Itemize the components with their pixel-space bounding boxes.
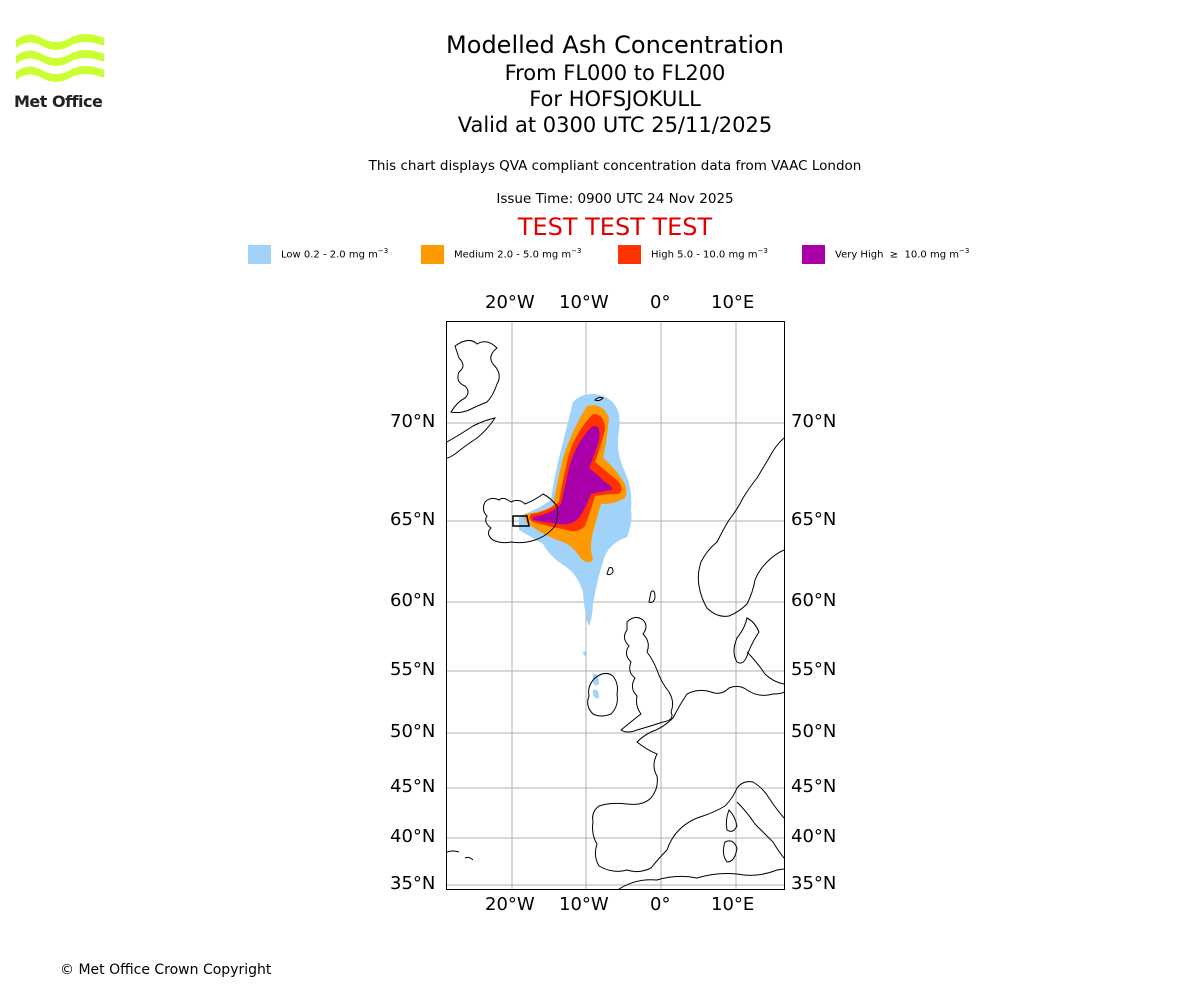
sardinia-coast [722, 840, 738, 863]
map-panel [446, 321, 785, 890]
lat-tick-right-55n: 55°N [791, 659, 837, 680]
lat-tick-left-65n: 65°N [390, 509, 436, 530]
greenland-coast [450, 340, 500, 414]
lon-tick-top-10e: 10°E [711, 292, 755, 313]
chart-title-block: Modelled Ash Concentration From FL000 to… [0, 30, 1200, 138]
shetland-coast [648, 590, 656, 603]
lon-tick-top-10w: 10°W [559, 292, 609, 313]
lat-tick-right-40n: 40°N [791, 826, 837, 847]
france-iberia-coast [592, 693, 726, 873]
legend-item-medium: Medium 2.0 - 5.0 mg m−3 [421, 244, 581, 264]
legend-item-low: Low 0.2 - 2.0 mg m−3 [248, 244, 388, 264]
ireland-coast [587, 672, 618, 717]
map-svg [447, 322, 784, 889]
legend-swatch-very-high [802, 244, 825, 264]
flight-level-range: From FL000 to FL200 [504, 61, 726, 85]
hofsjokull-source-box [512, 515, 530, 527]
volcano-name: For HOFSJOKULL [529, 87, 701, 111]
lat-tick-left-60n: 60°N [390, 590, 436, 611]
lat-tick-left-50n: 50°N [390, 721, 436, 742]
legend-swatch-low [248, 244, 271, 264]
great-britain-coast [620, 616, 674, 733]
north-sea-coast [686, 685, 784, 696]
legend-label-high: High 5.0 - 10.0 mg m−3 [651, 247, 768, 261]
lon-tick-top-20w: 20°W [485, 292, 535, 313]
met-office-logo: Met Office [14, 30, 106, 112]
legend-item-high: High 5.0 - 10.0 mg m−3 [618, 244, 768, 264]
lat-tick-right-60n: 60°N [791, 590, 837, 611]
north-africa-coast [618, 868, 784, 889]
lat-tick-right-35n: 35°N [791, 873, 837, 894]
greenland-east-coast [447, 417, 497, 459]
legend-label-medium: Medium 2.0 - 5.0 mg m−3 [454, 247, 582, 261]
faroe-coast [606, 567, 614, 576]
lat-tick-right-70n: 70°N [791, 411, 837, 432]
lat-tick-right-45n: 45°N [791, 776, 837, 797]
met-office-waves-icon [16, 34, 104, 82]
logo-wordmark: Met Office [14, 92, 103, 111]
legend-item-very-high: Very High ≥ 10.0 mg m−3 [802, 244, 969, 264]
lon-tick-bottom-10w: 10°W [559, 894, 609, 915]
lon-tick-bottom-20w: 20°W [485, 894, 535, 915]
lat-tick-left-55n: 55°N [390, 659, 436, 680]
jan-mayen-coast [594, 396, 604, 402]
issue-time: Issue Time: 0900 UTC 24 Nov 2025 [496, 191, 734, 207]
lat-tick-left-40n: 40°N [390, 826, 436, 847]
corsica-coast [725, 809, 738, 832]
norway-coast [697, 437, 784, 617]
chart-description: This chart displays QVA compliant concen… [368, 158, 862, 174]
lat-tick-left-45n: 45°N [390, 776, 436, 797]
azores-coast [447, 850, 460, 853]
ash-very-high-area [532, 426, 613, 525]
legend-label-very-high: Very High ≥ 10.0 mg m−3 [835, 247, 970, 261]
denmark-sweden-coast [733, 617, 760, 664]
copyright-notice: © Met Office Crown Copyright [60, 962, 272, 978]
iceland-coast [482, 493, 559, 544]
test-banner: TEST TEST TEST [517, 213, 713, 241]
lat-tick-right-65n: 65°N [791, 509, 837, 530]
legend-swatch-medium [421, 244, 444, 264]
italy-coast [736, 801, 784, 859]
lon-tick-bottom-0: 0° [650, 894, 671, 915]
valid-time: Valid at 0300 UTC 25/11/2025 [457, 113, 773, 137]
legend-label-low: Low 0.2 - 2.0 mg m−3 [281, 247, 389, 261]
baltic-coast [746, 651, 784, 685]
italy-north-coast [724, 781, 784, 819]
lat-tick-left-70n: 70°N [390, 411, 436, 432]
chart-title: Modelled Ash Concentration [446, 31, 784, 59]
azores-coast-2 [464, 856, 474, 861]
legend-swatch-high [618, 244, 641, 264]
lon-tick-bottom-10e: 10°E [711, 894, 755, 915]
lat-tick-right-50n: 50°N [791, 721, 837, 742]
lon-tick-top-0: 0° [650, 292, 671, 313]
coastlines [447, 340, 784, 889]
lat-tick-left-35n: 35°N [390, 873, 436, 894]
